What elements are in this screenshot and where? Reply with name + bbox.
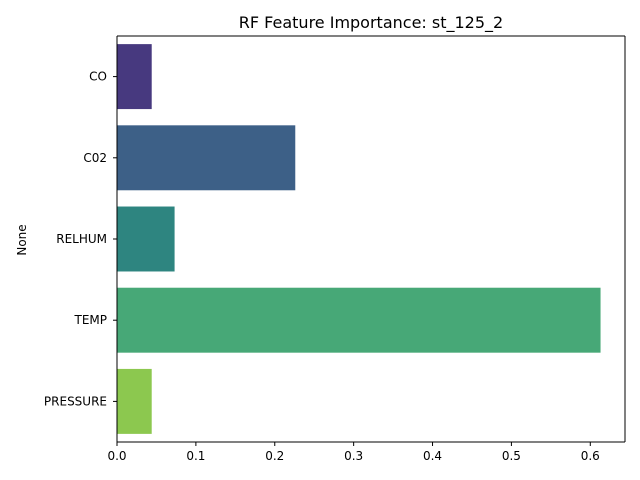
bar-co [117, 44, 152, 110]
bars-group [117, 44, 601, 434]
y-tick-label: TEMP [73, 313, 107, 327]
x-tick-label: 0.5 [502, 449, 521, 463]
x-tick-label: 0.1 [186, 449, 205, 463]
bar-c02 [117, 125, 296, 191]
axes-frame [116, 35, 626, 443]
bar-pressure [117, 368, 152, 434]
x-tick-label: 0.6 [581, 449, 600, 463]
x-tick-label: 0.4 [423, 449, 442, 463]
x-tick-label: 0.3 [344, 449, 363, 463]
x-ticks-group: 0.0 0.1 0.2 0.3 0.4 0.5 0.6 [107, 442, 600, 463]
chart-title: RF Feature Importance: st_125_2 [239, 13, 503, 33]
y-ticks-group: CO C02 RELHUM TEMP PRESSURE [44, 70, 117, 408]
bar-relhum [117, 206, 175, 272]
y-axis-label: None [15, 224, 29, 255]
x-tick-label: 0.0 [107, 449, 126, 463]
y-tick-label: RELHUM [56, 232, 107, 246]
x-tick-label: 0.2 [265, 449, 284, 463]
y-tick-label: CO [89, 70, 107, 84]
y-tick-label: PRESSURE [44, 394, 107, 408]
y-tick-label: C02 [83, 151, 107, 165]
bar-temp [117, 287, 601, 353]
